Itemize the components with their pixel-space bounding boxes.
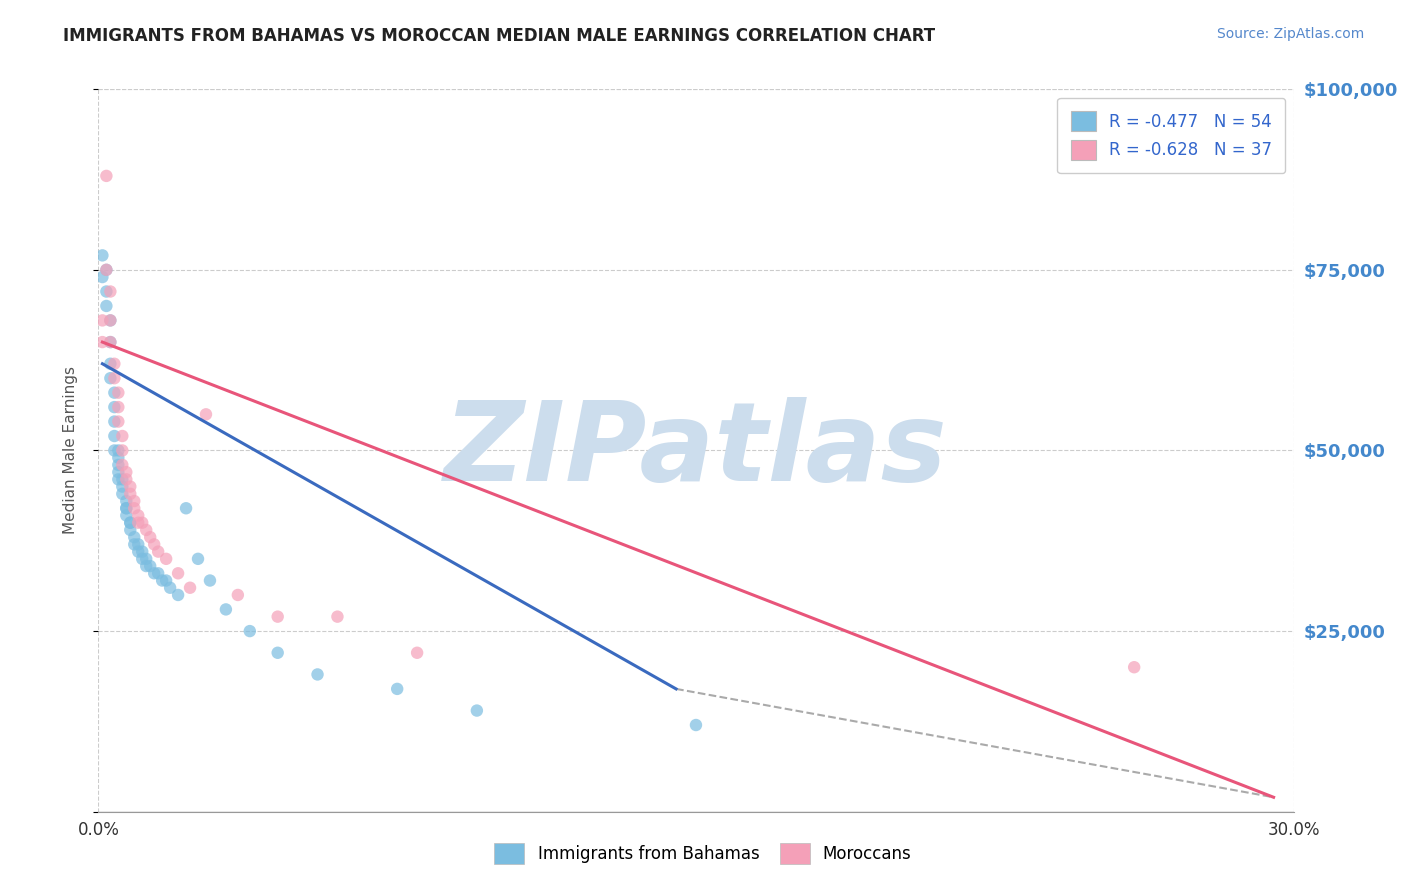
Point	[103, 385, 125, 400]
Point	[124, 494, 146, 508]
Point	[111, 429, 134, 443]
Point	[111, 480, 134, 494]
Point	[111, 443, 134, 458]
Point	[107, 472, 129, 486]
Point	[111, 472, 134, 486]
Point	[167, 588, 190, 602]
Point	[120, 516, 142, 530]
Point	[143, 537, 166, 551]
Point	[187, 551, 209, 566]
Point	[239, 624, 262, 639]
Point	[91, 313, 114, 327]
Point	[174, 501, 197, 516]
Point	[159, 581, 181, 595]
Point	[167, 566, 190, 581]
Point	[98, 357, 122, 371]
Point	[127, 516, 149, 530]
Point	[267, 609, 290, 624]
Point	[107, 385, 129, 400]
Point	[96, 299, 118, 313]
Point	[226, 588, 249, 602]
Point	[103, 429, 125, 443]
Point	[103, 357, 125, 371]
Point	[267, 646, 290, 660]
Point	[111, 458, 134, 472]
Point	[115, 501, 138, 516]
Point	[465, 704, 488, 718]
Point	[215, 602, 238, 616]
Point	[115, 465, 138, 479]
Point	[107, 443, 129, 458]
Point	[124, 501, 146, 516]
Point	[131, 516, 153, 530]
Point	[120, 523, 142, 537]
Point	[179, 581, 201, 595]
Point	[103, 400, 125, 414]
Point	[98, 313, 122, 327]
Point	[139, 530, 162, 544]
Point	[135, 551, 157, 566]
Legend: Immigrants from Bahamas, Moroccans: Immigrants from Bahamas, Moroccans	[488, 837, 918, 871]
Point	[115, 494, 138, 508]
Text: Source: ZipAtlas.com: Source: ZipAtlas.com	[1216, 27, 1364, 41]
Point	[127, 544, 149, 558]
Point	[96, 262, 118, 277]
Point	[135, 523, 157, 537]
Point	[385, 681, 409, 696]
Point	[143, 566, 166, 581]
Point	[96, 285, 118, 299]
Point	[115, 472, 138, 486]
Point	[1123, 660, 1146, 674]
Point	[150, 574, 173, 588]
Point	[98, 371, 122, 385]
Point	[115, 501, 138, 516]
Legend: R = -0.477   N = 54, R = -0.628   N = 37: R = -0.477 N = 54, R = -0.628 N = 37	[1057, 97, 1285, 173]
Point	[131, 551, 153, 566]
Point	[195, 407, 218, 421]
Point	[107, 415, 129, 429]
Point	[111, 487, 134, 501]
Point	[127, 508, 149, 523]
Point	[120, 487, 142, 501]
Point	[307, 667, 329, 681]
Text: IMMIGRANTS FROM BAHAMAS VS MOROCCAN MEDIAN MALE EARNINGS CORRELATION CHART: IMMIGRANTS FROM BAHAMAS VS MOROCCAN MEDI…	[63, 27, 935, 45]
Point	[91, 334, 114, 349]
Point	[155, 551, 177, 566]
Point	[326, 609, 349, 624]
Y-axis label: Median Male Earnings: Median Male Earnings	[63, 367, 77, 534]
Point	[406, 646, 429, 660]
Text: ZIPatlas: ZIPatlas	[444, 397, 948, 504]
Point	[155, 574, 177, 588]
Point	[107, 465, 129, 479]
Point	[91, 248, 114, 262]
Point	[98, 334, 122, 349]
Point	[124, 530, 146, 544]
Point	[120, 516, 142, 530]
Point	[91, 270, 114, 285]
Point	[124, 537, 146, 551]
Point	[107, 450, 129, 465]
Point	[685, 718, 707, 732]
Point	[98, 285, 122, 299]
Point	[98, 334, 122, 349]
Point	[127, 537, 149, 551]
Point	[96, 262, 118, 277]
Point	[198, 574, 221, 588]
Point	[107, 458, 129, 472]
Point	[131, 544, 153, 558]
Point	[148, 544, 170, 558]
Point	[103, 415, 125, 429]
Point	[135, 559, 157, 574]
Point	[98, 313, 122, 327]
Point	[103, 443, 125, 458]
Point	[103, 371, 125, 385]
Point	[120, 480, 142, 494]
Point	[115, 508, 138, 523]
Point	[148, 566, 170, 581]
Point	[107, 400, 129, 414]
Point	[139, 559, 162, 574]
Point	[96, 169, 118, 183]
